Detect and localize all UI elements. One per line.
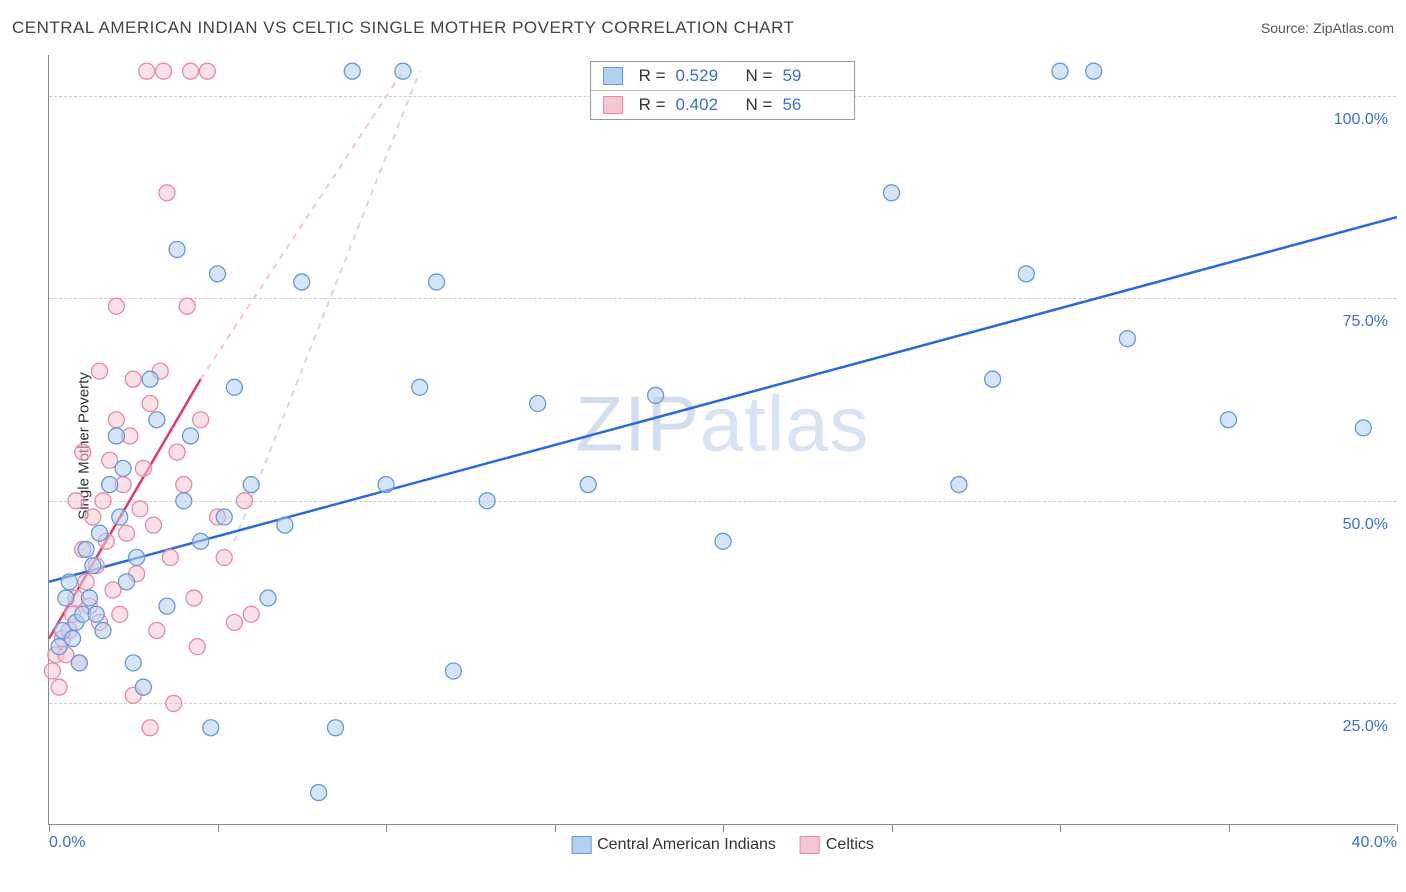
legend-label-1: Celtics xyxy=(826,836,874,853)
x-tick xyxy=(1397,824,1398,832)
x-tick-label: 0.0% xyxy=(49,834,85,852)
legend-swatch-icon xyxy=(800,836,820,854)
legend-item-1: Celtics xyxy=(800,836,874,854)
n-label: N = xyxy=(746,95,773,115)
correlation-legend: R = 0.529 N = 59 R = 0.402 N = 56 xyxy=(590,61,856,120)
n-value-1: 56 xyxy=(782,95,842,115)
r-label: R = xyxy=(639,66,666,86)
y-tick-label: 100.0% xyxy=(1334,111,1388,129)
n-label: N = xyxy=(746,66,773,86)
x-tick xyxy=(218,824,219,832)
x-tick xyxy=(555,824,556,832)
legend-label-0: Central American Indians xyxy=(597,836,776,853)
legend-item-0: Central American Indians xyxy=(571,836,776,854)
r-label: R = xyxy=(639,95,666,115)
correlation-row-1: R = 0.402 N = 56 xyxy=(591,90,855,119)
scatter-svg xyxy=(49,55,1396,824)
y-tick-label: 25.0% xyxy=(1343,718,1388,736)
r-value-1: 0.402 xyxy=(676,95,736,115)
chart-plot-area: ZIPatlas R = 0.529 N = 59 R = 0.402 N = … xyxy=(48,55,1396,825)
y-tick-label: 75.0% xyxy=(1343,313,1388,331)
x-tick xyxy=(1060,824,1061,832)
legend-swatch-1 xyxy=(603,96,623,114)
r-value-0: 0.529 xyxy=(676,66,736,86)
x-tick xyxy=(49,824,50,832)
source-label: Source: ZipAtlas.com xyxy=(1261,20,1394,36)
x-tick-label: 40.0% xyxy=(1352,834,1397,852)
legend-swatch-0 xyxy=(603,67,623,85)
series-legend: Central American Indians Celtics xyxy=(571,836,874,854)
legend-swatch-icon xyxy=(571,836,591,854)
correlation-row-0: R = 0.529 N = 59 xyxy=(591,62,855,90)
chart-title: CENTRAL AMERICAN INDIAN VS CELTIC SINGLE… xyxy=(12,18,794,38)
x-tick xyxy=(386,824,387,832)
x-tick xyxy=(892,824,893,832)
n-value-0: 59 xyxy=(782,66,842,86)
y-tick-label: 50.0% xyxy=(1343,516,1388,534)
chart-header: CENTRAL AMERICAN INDIAN VS CELTIC SINGLE… xyxy=(12,18,1394,38)
x-tick xyxy=(723,824,724,832)
x-tick xyxy=(1229,824,1230,832)
